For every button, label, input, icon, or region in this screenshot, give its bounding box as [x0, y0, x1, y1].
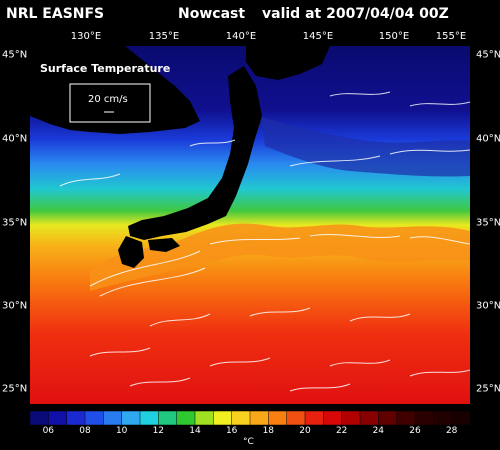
- colorbar-swatch: [30, 411, 50, 425]
- current-streak: [209, 237, 301, 245]
- current-streak: [409, 369, 470, 377]
- current-streak: [329, 91, 391, 97]
- colorbar-swatch: [121, 411, 141, 425]
- colorbar-tick-label: 22: [335, 426, 348, 436]
- lat-label-25-right: 25°N: [476, 383, 500, 395]
- lat-label-40-right: 40°N: [476, 133, 500, 145]
- current-streak: [149, 313, 211, 327]
- current-streak: [249, 307, 311, 317]
- colorbar-swatch: [414, 411, 435, 425]
- lat-label-45-right: 45°N: [476, 49, 500, 61]
- colorbar-tick-label: 16: [225, 426, 238, 436]
- lat-label-45-left: 45°N: [2, 49, 28, 61]
- colorbar-tick-label: 12: [152, 426, 165, 436]
- current-streak: [349, 313, 411, 322]
- product-type: Nowcast: [178, 6, 246, 22]
- current-streak: [89, 347, 151, 357]
- colorbar-swatch: [231, 411, 251, 425]
- colorbar-swatch: [323, 411, 343, 425]
- colorbar-swatch: [48, 411, 68, 425]
- lat-label-30-left: 30°N: [2, 300, 28, 312]
- oyashio-cold-region: [260, 116, 470, 177]
- current-streak: [209, 357, 271, 367]
- lon-label-155: 155°E: [435, 31, 467, 42]
- lon-label-130: 130°E: [70, 31, 102, 42]
- temperature-colorbar: [30, 411, 470, 425]
- current-streak: [329, 359, 391, 367]
- current-streak: [309, 234, 401, 238]
- field-title: Surface Temperature: [40, 62, 170, 75]
- colorbar-swatch: [268, 411, 288, 425]
- current-vectors: [59, 91, 470, 392]
- vector-scale-label: 20 cm/s: [88, 94, 128, 105]
- colorbar-tick-label: 26: [409, 426, 421, 436]
- lon-label-135: 135°E: [148, 31, 180, 42]
- colorbar-swatch: [359, 411, 380, 425]
- current-streak: [89, 250, 201, 287]
- japan-hokkaido: [246, 46, 330, 80]
- lat-label-40-left: 40°N: [2, 133, 28, 145]
- lon-label-145: 145°E: [302, 31, 334, 42]
- current-streak: [289, 383, 351, 392]
- colorbar-swatch: [341, 411, 361, 425]
- colorbar-swatch: [378, 411, 398, 425]
- current-streak: [129, 377, 191, 387]
- colorbar-tick-label: 08: [79, 426, 91, 436]
- colorbar-tick-label: 18: [262, 426, 275, 436]
- current-streak: [289, 155, 381, 167]
- lat-label-25-left: 25°N: [2, 383, 28, 395]
- valid-time: valid at 2007/04/04 00Z: [262, 6, 449, 22]
- colorbar-swatch: [139, 411, 160, 425]
- colorbar-swatch: [213, 411, 233, 425]
- lon-label-140: 140°E: [225, 31, 257, 42]
- colorbar-swatch: [286, 411, 306, 425]
- model-name: NRL EASNFS: [6, 6, 105, 22]
- sst-map-canvas: Surface Temperature 20 cm/s: [30, 46, 470, 404]
- colorbar-tick-label: 10: [115, 426, 128, 436]
- colorbar-swatch: [84, 411, 105, 425]
- colorbar-swatch: [249, 411, 270, 425]
- colorbar-swatch: [66, 411, 86, 425]
- current-streak: [409, 101, 470, 107]
- current-streak: [99, 267, 206, 297]
- colorbar-tick-label: 24: [372, 426, 385, 436]
- colorbar-unit: °C: [243, 437, 254, 447]
- vector-scale-box: [69, 83, 151, 123]
- colorbar-tick-label: 06: [42, 426, 55, 436]
- lat-label-30-right: 30°N: [476, 300, 500, 312]
- colorbar-swatch: [304, 411, 325, 425]
- japan-honshu: [128, 66, 262, 240]
- colorbar-swatch: [176, 411, 196, 425]
- japan-kyushu: [118, 236, 144, 268]
- japan-shikoku: [148, 238, 180, 252]
- colorbar-swatch: [451, 411, 470, 425]
- lat-label-35-right: 35°N: [476, 217, 500, 229]
- kuroshio-warm-tongue: [90, 223, 470, 291]
- current-streak: [189, 139, 236, 147]
- current-streak: [409, 236, 470, 245]
- current-streak: [59, 173, 121, 187]
- colorbar-tick-label: 28: [445, 426, 458, 436]
- colorbar-swatch: [396, 411, 416, 425]
- colorbar-swatch: [433, 411, 453, 425]
- lon-label-150: 150°E: [378, 31, 410, 42]
- lat-label-35-left: 35°N: [2, 217, 28, 229]
- sst-map: Surface Temperature 20 cm/s: [30, 46, 470, 404]
- colorbar-tick-label: 20: [299, 426, 311, 436]
- colorbar-swatch: [194, 411, 215, 425]
- current-streak: [389, 149, 470, 155]
- colorbar-tick-label: 14: [189, 426, 201, 436]
- colorbar-swatch: [158, 411, 178, 425]
- colorbar-swatch: [103, 411, 123, 425]
